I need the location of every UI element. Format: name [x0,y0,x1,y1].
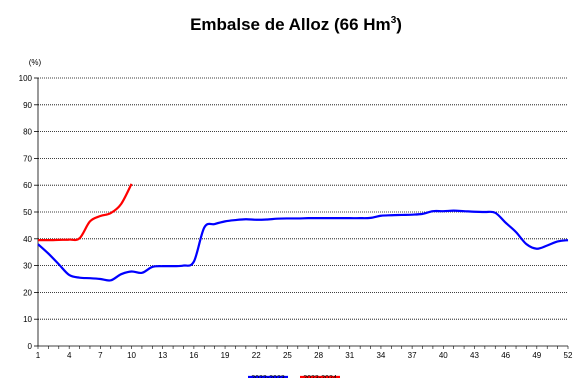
axes-layer [37,78,569,349]
y-tick-labels: 0 10 20 30 40 50 60 70 80 90 100 [19,74,33,351]
chart-title-superscript: 3 [391,15,397,26]
series-layer [37,183,569,282]
x-tick-label: 22 [252,351,261,360]
x-tick-label: 52 [564,351,573,360]
x-tick-label: 19 [221,351,230,360]
chart-title-close: ) [396,15,402,34]
y-tick-label: 0 [28,342,33,351]
x-tick-label: 28 [314,351,323,360]
x-tick-label: 49 [532,351,541,360]
x-tick-label: 37 [408,351,417,360]
y-tick-label: 60 [23,181,32,190]
x-tick-label: 13 [158,351,167,360]
x-tick-labels: 1 4 7 10 13 16 19 22 25 28 31 34 37 40 43 46 49 52 [36,351,573,360]
x-tick-label: 40 [439,351,448,360]
x-tick-label: 25 [283,351,292,360]
x-tick-label: 46 [501,351,510,360]
x-tick-label: 43 [470,351,479,360]
grid-layer [34,77,568,347]
x-tick-label: 10 [127,351,136,360]
x-tick-label: 31 [345,351,354,360]
series-line-2022-2023 [37,209,569,282]
series-line-2023-2024 [37,183,133,242]
x-tick-label: 4 [67,351,72,360]
x-tick-label: 7 [98,351,103,360]
y-axis-label: (%) [29,58,42,67]
y-tick-label: 90 [23,101,32,110]
x-tick-label: 1 [36,351,41,360]
y-tick-label: 50 [23,208,32,217]
x-tick-label: 34 [376,351,385,360]
chart-title: Embalse de Alloz (66 Hm3) [190,15,402,34]
x-tick-label: 16 [189,351,198,360]
chart-title-main: Embalse de Alloz (66 Hm [190,15,391,34]
y-tick-label: 70 [23,154,32,163]
y-tick-label: 100 [19,74,33,83]
y-tick-label: 80 [23,128,32,137]
y-tick-label: 10 [23,315,32,324]
y-tick-label: 20 [23,288,32,297]
y-tick-label: 40 [23,235,32,244]
y-tick-label: 30 [23,262,32,271]
